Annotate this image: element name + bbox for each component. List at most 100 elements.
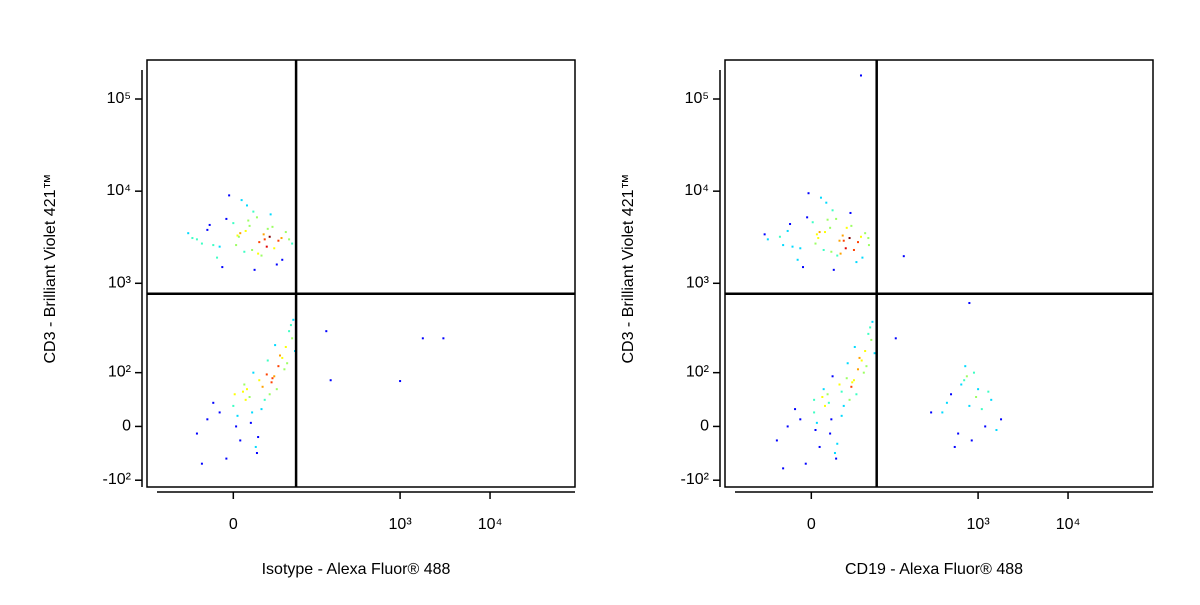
data-point xyxy=(232,222,235,225)
data-point xyxy=(964,365,967,368)
y-tick-label: 10³ xyxy=(686,274,710,291)
data-point xyxy=(786,425,789,428)
data-point xyxy=(867,332,870,335)
data-point xyxy=(208,223,211,226)
data-point xyxy=(838,383,841,386)
y-tick-label: 10² xyxy=(686,364,710,381)
data-point xyxy=(261,385,264,388)
x-axis-title: CD19 - Alexa Fluor® 488 xyxy=(845,561,1023,578)
data-point xyxy=(218,245,221,248)
data-point xyxy=(869,326,872,329)
data-point xyxy=(233,393,236,396)
data-point xyxy=(867,237,870,240)
plot-frame xyxy=(724,59,1154,488)
data-point xyxy=(835,217,838,220)
data-point xyxy=(849,211,852,214)
data-point xyxy=(873,352,876,355)
data-point xyxy=(244,229,247,232)
plot-frame xyxy=(146,59,576,488)
data-point xyxy=(987,390,990,393)
data-point xyxy=(827,401,830,404)
data-point xyxy=(856,241,859,244)
data-point xyxy=(253,268,256,271)
x-axis-title: Isotype - Alexa Fluor® 488 xyxy=(262,561,451,578)
x-tick-label: 10⁴ xyxy=(478,516,503,533)
data-point xyxy=(859,235,862,238)
data-point xyxy=(235,244,238,247)
data-point xyxy=(902,255,905,258)
data-point xyxy=(963,379,966,382)
data-point xyxy=(284,231,287,234)
data-point xyxy=(221,266,224,269)
data-point xyxy=(832,268,835,271)
data-point xyxy=(842,239,845,242)
data-point xyxy=(251,411,254,414)
data-point xyxy=(941,411,944,414)
data-point xyxy=(839,252,842,255)
data-point xyxy=(275,388,278,391)
data-point xyxy=(836,254,839,257)
data-point xyxy=(265,373,268,376)
data-point xyxy=(855,261,858,264)
data-point xyxy=(200,242,203,245)
data-point xyxy=(840,390,843,393)
data-point xyxy=(848,398,851,401)
data-point xyxy=(212,401,215,404)
data-point xyxy=(228,194,231,197)
data-point xyxy=(216,256,219,259)
data-point xyxy=(1000,418,1003,421)
data-point xyxy=(263,398,266,401)
data-point xyxy=(262,233,265,236)
panel: 0 10³ 10⁴ -10² 0 10² 10³ 10⁴ 10⁵ CD19 - Alexa Flu… xyxy=(620,59,1154,578)
data-point xyxy=(248,395,251,398)
y-tick-label: 10³ xyxy=(108,274,132,291)
data-point xyxy=(814,242,817,245)
data-point xyxy=(862,371,865,374)
data-point xyxy=(871,320,874,323)
data-point xyxy=(818,445,821,448)
data-point xyxy=(845,377,848,380)
data-point xyxy=(218,411,221,414)
data-point xyxy=(263,238,266,241)
data-point xyxy=(836,442,839,445)
data-point xyxy=(225,217,228,220)
data-point xyxy=(286,362,289,365)
data-point xyxy=(818,231,821,234)
data-point xyxy=(187,232,190,235)
data-point xyxy=(766,238,769,241)
data-point xyxy=(273,247,276,250)
data-point xyxy=(255,216,258,219)
data-point xyxy=(968,404,971,407)
y-tick-label: -10² xyxy=(103,471,132,488)
data-point xyxy=(829,226,832,229)
data-point xyxy=(815,233,818,236)
data-point xyxy=(864,350,867,353)
data-point xyxy=(421,337,424,340)
data-point xyxy=(796,258,799,261)
data-point xyxy=(975,395,978,398)
data-point xyxy=(858,356,861,359)
data-point xyxy=(292,318,295,321)
data-point xyxy=(270,381,273,384)
data-point xyxy=(829,432,832,435)
data-point xyxy=(894,337,897,340)
data-point xyxy=(984,425,987,428)
data-point xyxy=(825,201,828,204)
data-point xyxy=(236,234,239,237)
data-point xyxy=(814,429,817,432)
data-point xyxy=(977,388,980,391)
data-point xyxy=(245,388,248,391)
data-point xyxy=(289,324,292,327)
data-point xyxy=(254,445,257,448)
data-point xyxy=(811,221,814,224)
data-point xyxy=(281,356,284,359)
data-point xyxy=(789,223,792,226)
data-point xyxy=(284,345,287,348)
data-point xyxy=(791,245,794,248)
data-point xyxy=(794,408,797,411)
data-point xyxy=(248,224,251,227)
data-point xyxy=(225,457,228,460)
data-point xyxy=(859,74,862,77)
data-point xyxy=(851,381,854,384)
data-point xyxy=(195,238,198,241)
